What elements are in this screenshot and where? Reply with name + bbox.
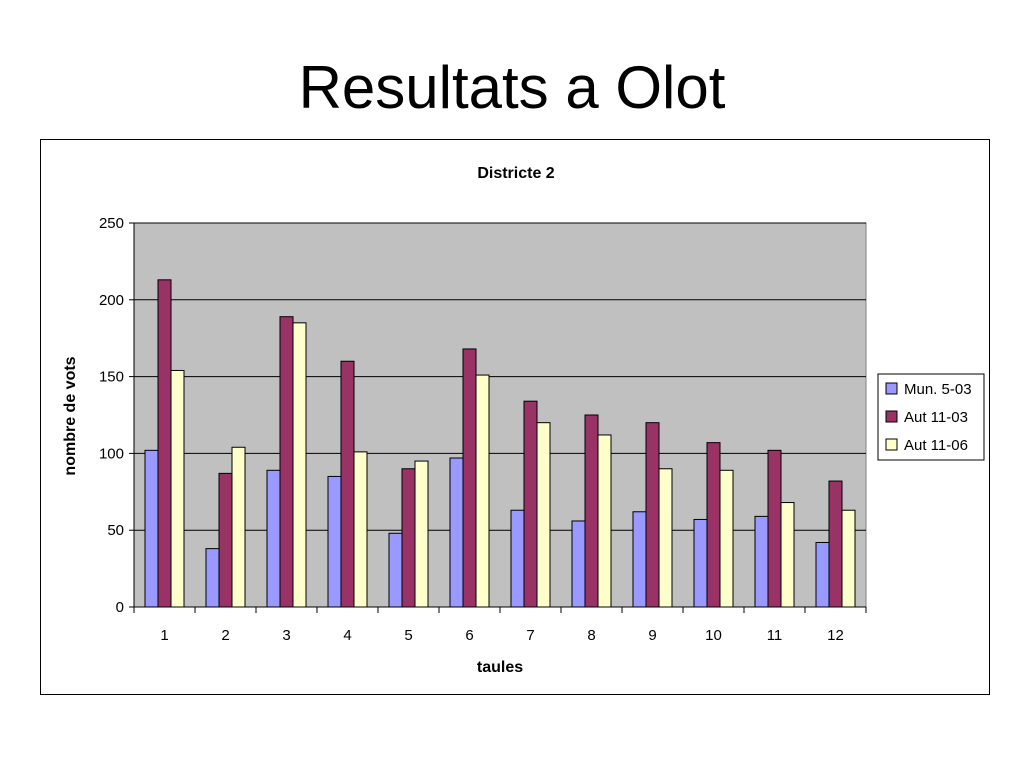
x-tick-label: 6 [465, 627, 473, 644]
bar [414, 460, 429, 608]
bar [205, 548, 220, 608]
bar [780, 502, 795, 608]
x-tick-label: 12 [827, 627, 844, 644]
bar [292, 322, 307, 608]
bar [218, 472, 233, 608]
chart-title: Districte 2 [477, 165, 554, 182]
bar [401, 468, 416, 608]
bar [584, 414, 599, 608]
bar [828, 480, 843, 608]
y-tick-label: 100 [99, 445, 124, 462]
bar [327, 475, 342, 608]
bar [340, 360, 355, 608]
legend-label: Aut 11-03 [904, 409, 968, 426]
x-tick-label: 11 [767, 627, 783, 644]
x-tick-label: 1 [160, 627, 168, 644]
x-tick-label: 4 [343, 627, 351, 644]
bar [754, 515, 769, 608]
x-tick-label: 2 [221, 627, 229, 644]
bar [536, 422, 551, 608]
bar [693, 518, 708, 608]
y-tick-label: 200 [99, 292, 124, 309]
bar [719, 469, 734, 608]
legend-label: Aut 11-06 [904, 437, 968, 454]
bar [815, 541, 830, 608]
bar [266, 469, 281, 608]
x-tick-label: 8 [587, 627, 595, 644]
legend-swatch [885, 382, 898, 395]
bar [475, 374, 490, 608]
bar [632, 511, 647, 608]
y-tick-label: 50 [107, 522, 124, 539]
bar [510, 509, 525, 608]
legend-swatch [885, 410, 898, 423]
bar [597, 434, 612, 608]
bar [462, 348, 477, 608]
x-tick-label: 7 [526, 627, 534, 644]
slide-title: Resultats a Olot [298, 54, 726, 121]
bar [388, 532, 403, 608]
bar [767, 449, 782, 608]
x-axis-label: taules [477, 659, 523, 676]
legend-label: Mun. 5-03 [904, 381, 972, 398]
bar [157, 279, 172, 608]
x-tick-label: 5 [404, 627, 412, 644]
bar [279, 316, 294, 608]
y-axis-label: nombre de vots [62, 356, 79, 475]
bar [144, 449, 159, 608]
x-tick-label: 9 [648, 627, 656, 644]
bar [706, 442, 721, 608]
bar [523, 400, 538, 608]
legend-swatch [885, 438, 898, 451]
bar [841, 509, 856, 608]
y-tick-label: 250 [99, 215, 124, 232]
y-tick-label: 0 [116, 599, 124, 616]
bar [353, 451, 368, 608]
bar [571, 520, 586, 608]
bar [449, 457, 464, 608]
x-tick-label: 3 [282, 627, 290, 644]
bar [645, 422, 660, 608]
x-tick-label: 10 [705, 627, 722, 644]
bar [170, 369, 185, 608]
y-tick-label: 150 [99, 369, 124, 386]
bar [231, 446, 246, 608]
bar [658, 468, 673, 608]
